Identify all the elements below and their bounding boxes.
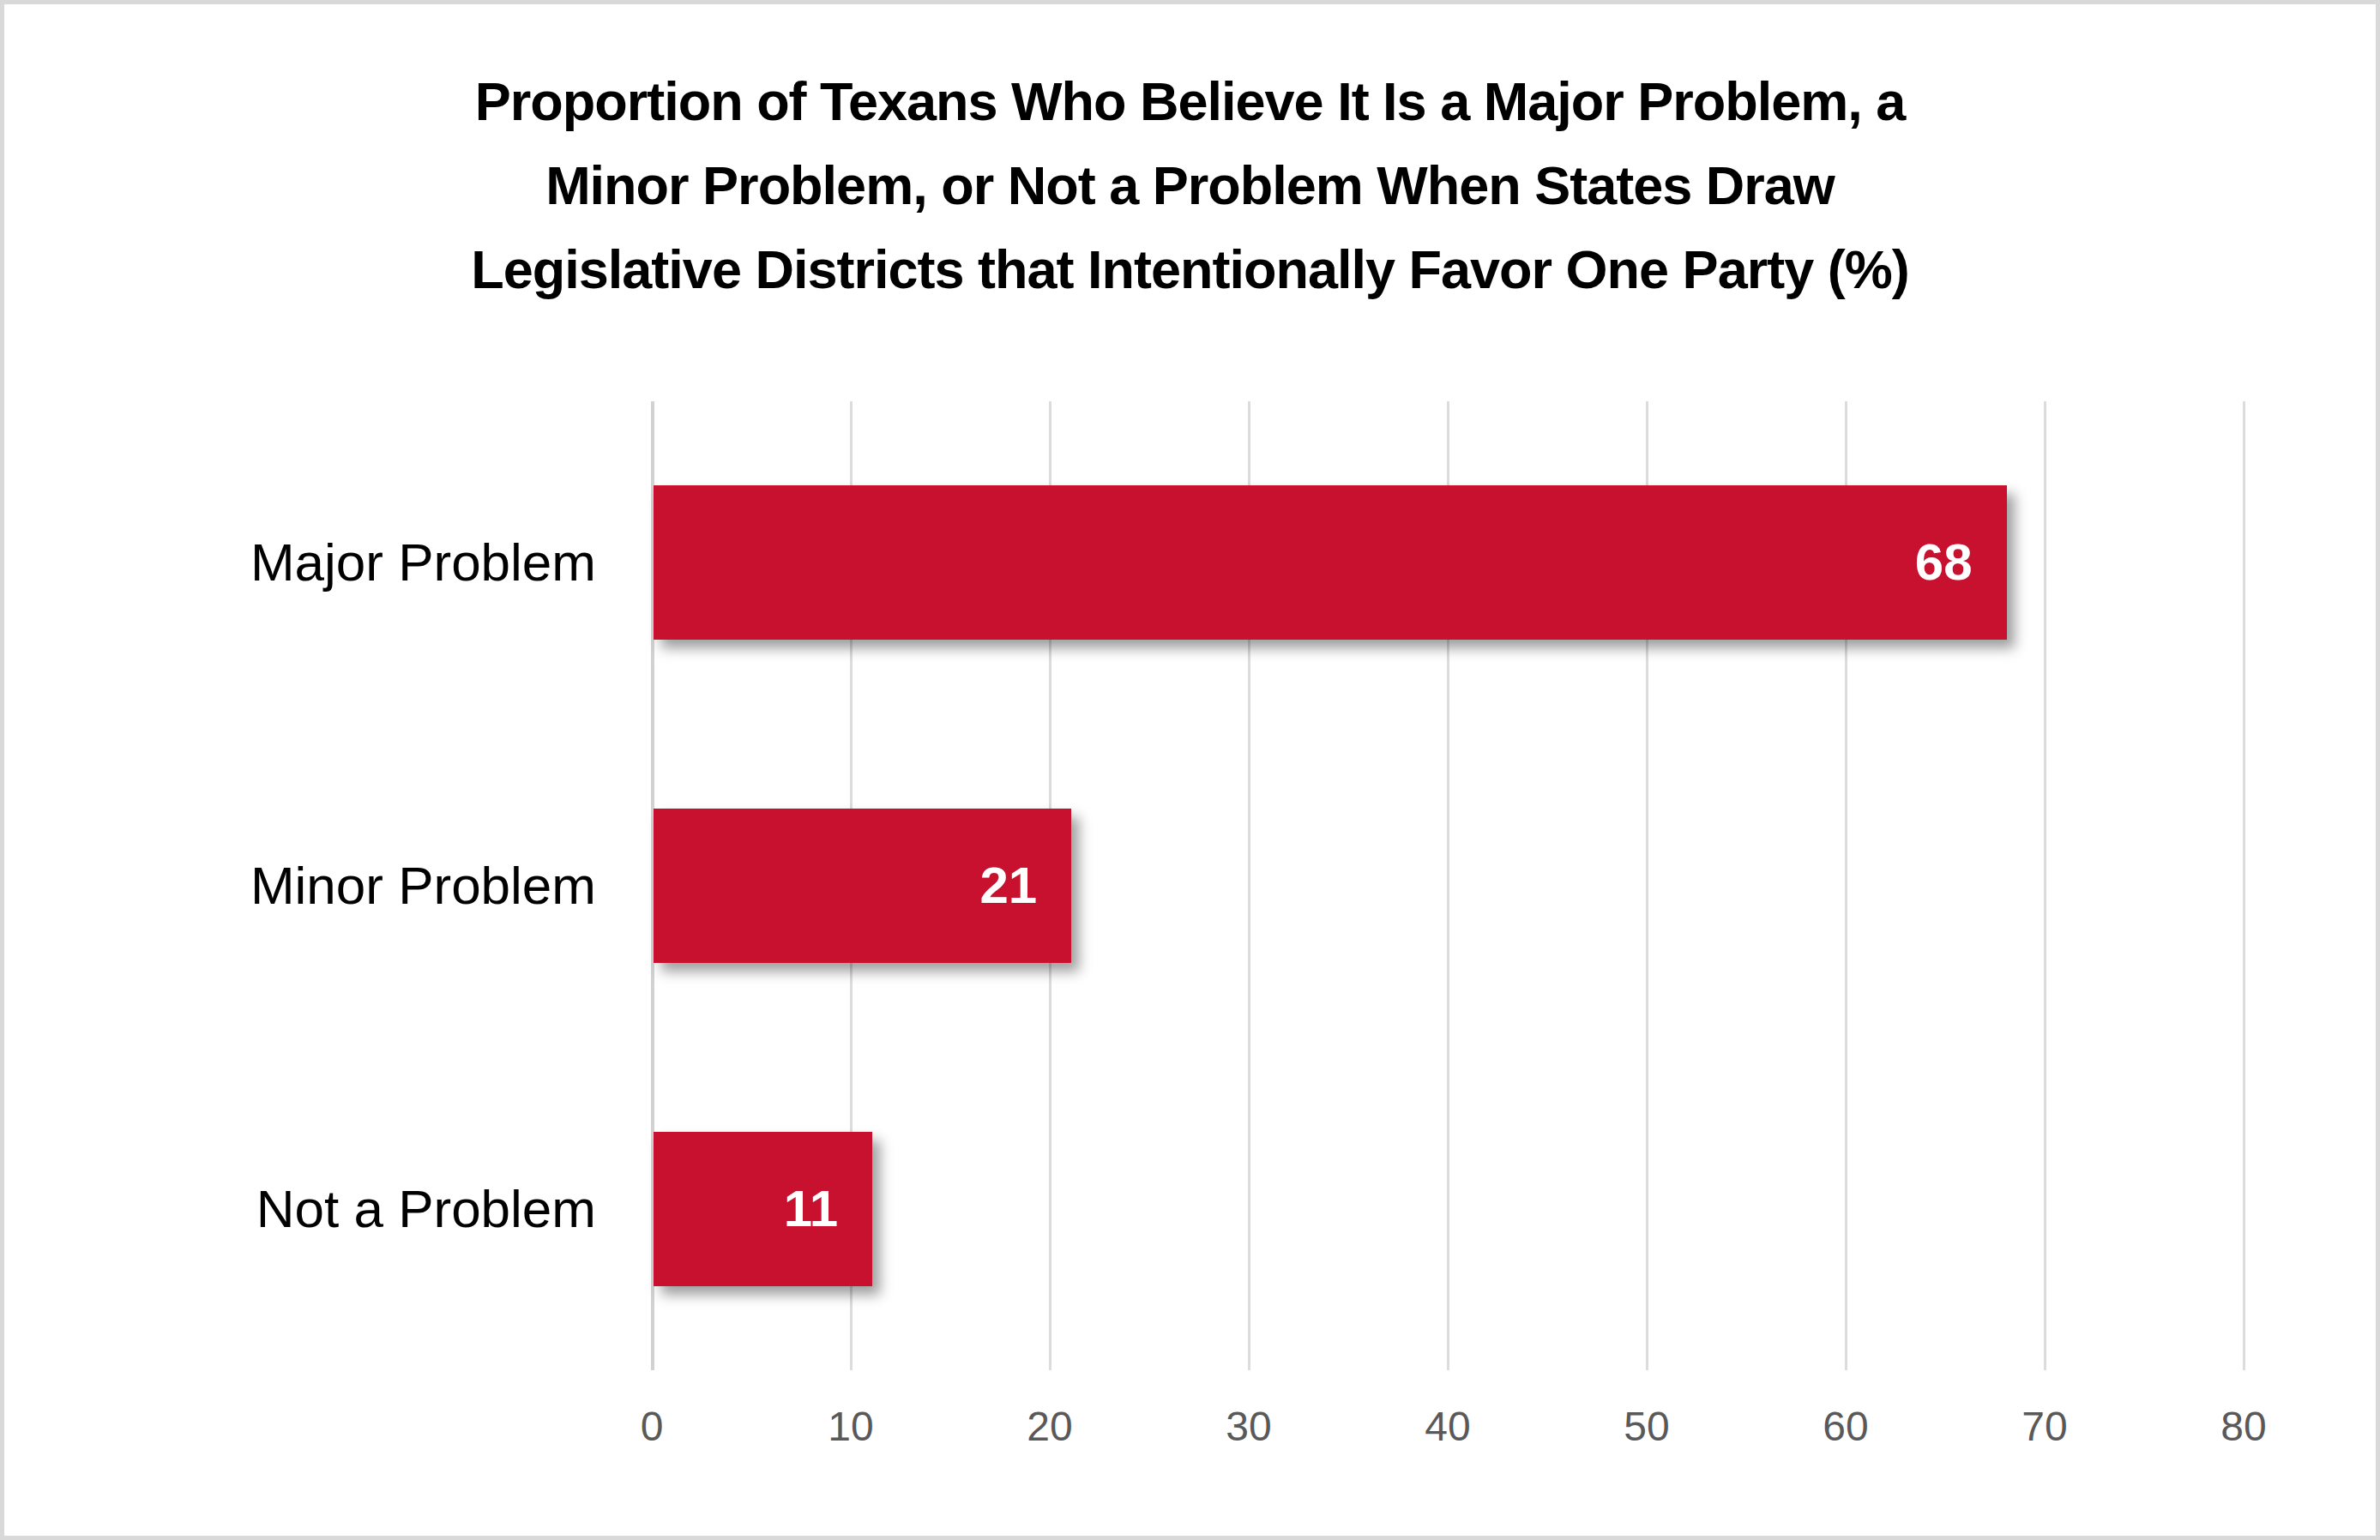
bar: 11 [654,1132,872,1286]
plot-area: 68 21 11 [652,401,2244,1370]
x-tick-label: 60 [1777,1401,1914,1453]
chart-frame: Proportion of Texans Who Believe It Is a… [0,0,2380,1540]
value-label: 11 [784,1132,838,1286]
chart-title-line-1: Proportion of Texans Who Believe It Is a… [4,59,2376,143]
x-tick-label: 50 [1578,1401,1715,1453]
category-label: Major Problem [4,528,596,597]
x-tick-label: 10 [782,1401,919,1453]
value-label: 68 [1915,485,1973,640]
x-tick-label: 40 [1379,1401,1516,1453]
chart-title-line-3: Legislative Districts that Intentionally… [4,227,2376,311]
gridline [2243,401,2245,1370]
x-tick-label: 30 [1180,1401,1317,1453]
category-label: Not a Problem [4,1175,596,1243]
bar: 21 [654,809,1071,963]
x-tick-label: 80 [2175,1401,2312,1453]
chart-title: Proportion of Texans Who Believe It Is a… [4,59,2376,311]
x-tick-label: 20 [981,1401,1118,1453]
category-label: Minor Problem [4,851,596,920]
x-tick-label: 70 [1976,1401,2113,1453]
x-tick-label: 0 [583,1401,720,1453]
bar: 68 [654,485,2007,640]
x-axis: 0 10 20 30 40 50 60 70 80 [4,1370,2380,1473]
gridline [2044,401,2046,1370]
value-label: 21 [979,809,1037,963]
chart-title-line-2: Minor Problem, or Not a Problem When Sta… [4,143,2376,227]
